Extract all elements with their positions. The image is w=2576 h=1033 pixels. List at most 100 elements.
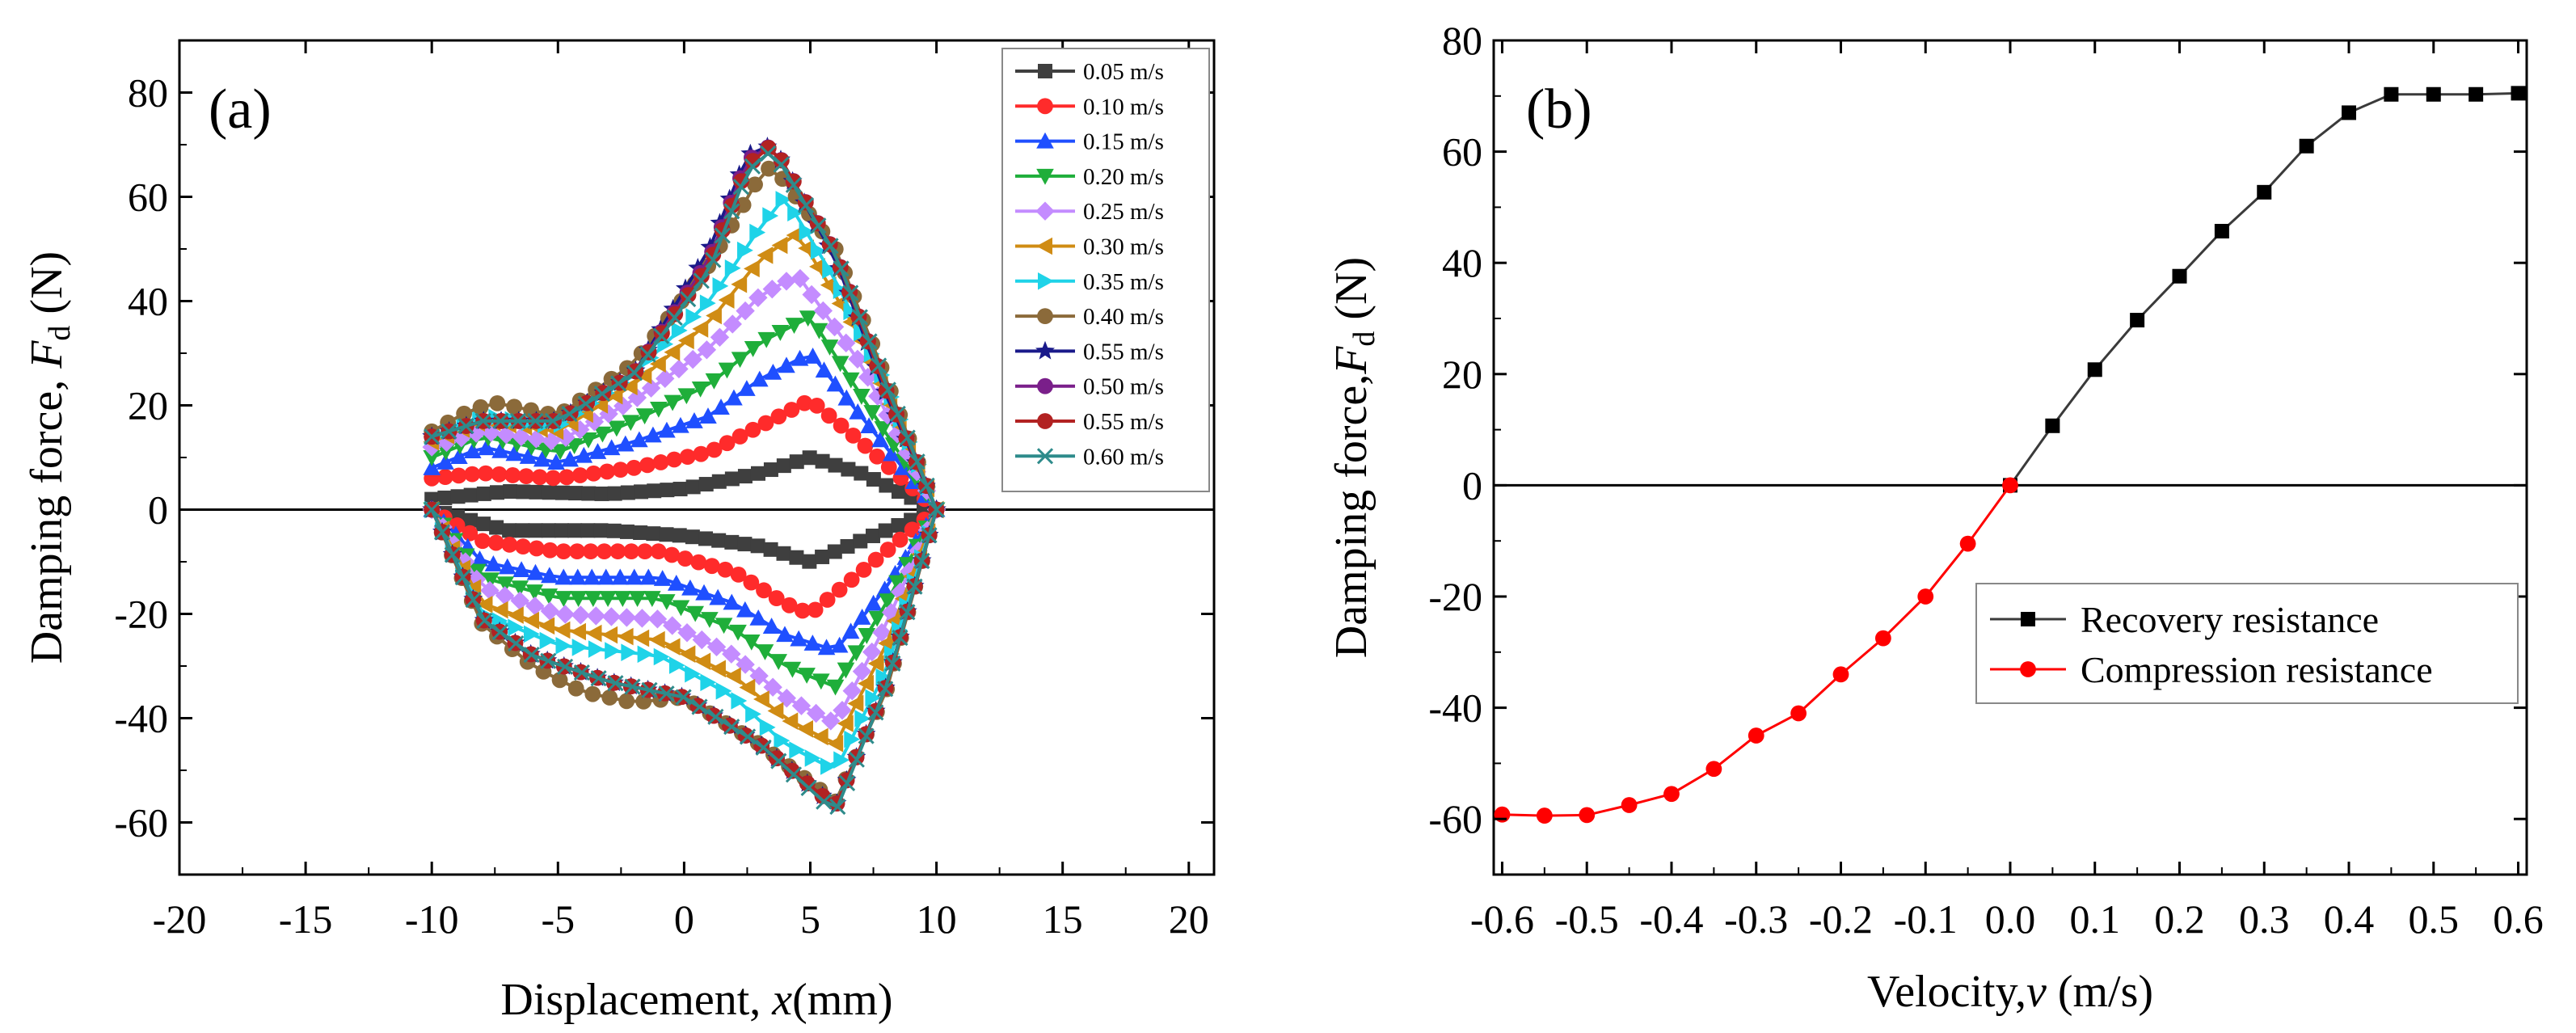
data-point bbox=[888, 575, 906, 592]
legend-marker bbox=[1037, 98, 1053, 115]
data-point bbox=[571, 467, 588, 483]
data-point bbox=[860, 417, 878, 434]
data-point bbox=[607, 675, 624, 692]
data-point bbox=[748, 288, 768, 307]
data-point bbox=[436, 469, 453, 485]
data-point bbox=[785, 318, 803, 334]
data-point bbox=[777, 272, 796, 291]
data-point bbox=[508, 606, 524, 624]
data-point bbox=[2426, 86, 2441, 102]
data-point bbox=[760, 140, 777, 156]
data-point bbox=[561, 450, 580, 467]
legend-marker bbox=[2021, 612, 2035, 626]
data-point bbox=[786, 226, 803, 244]
data-point bbox=[731, 275, 748, 293]
panel-label-a: (a) bbox=[209, 78, 272, 141]
data-point bbox=[796, 394, 813, 411]
data-point bbox=[724, 667, 741, 685]
damping-curves bbox=[1494, 86, 2526, 824]
data-point bbox=[808, 397, 825, 414]
data-point bbox=[2087, 362, 2102, 377]
x-tick-label: 0 bbox=[674, 896, 694, 942]
data-point bbox=[837, 389, 856, 406]
legend-box-b bbox=[1975, 583, 2519, 704]
data-point bbox=[1832, 666, 1849, 683]
data-point bbox=[871, 431, 889, 448]
y-tick-label: 80 bbox=[128, 70, 168, 116]
data-point bbox=[883, 445, 900, 462]
data-point bbox=[815, 361, 833, 378]
data-point bbox=[533, 450, 551, 467]
data-point bbox=[692, 320, 709, 338]
data-point bbox=[2002, 477, 2018, 494]
data-point bbox=[491, 623, 508, 641]
legend-entry: Compression resistance bbox=[2081, 649, 2433, 690]
data-point bbox=[757, 331, 776, 348]
data-point bbox=[641, 681, 658, 698]
data-point bbox=[606, 523, 622, 538]
data-point bbox=[679, 645, 696, 663]
data-point bbox=[769, 654, 787, 670]
data-point bbox=[771, 236, 788, 255]
y-tick-label: 0 bbox=[148, 487, 168, 533]
data-point bbox=[516, 484, 531, 500]
data-point bbox=[441, 423, 457, 440]
x-tick-label: 0.0 bbox=[1985, 896, 2036, 942]
data-point bbox=[2342, 105, 2357, 120]
legend-a: 0.05 m/s 0.10 m/s 0.15 m/s 0.20 m/s 0.25 m/s… bbox=[1001, 48, 1210, 492]
data-point bbox=[750, 538, 765, 554]
data-point bbox=[868, 610, 886, 627]
data-point bbox=[723, 314, 742, 334]
data-point bbox=[879, 382, 896, 398]
data-point bbox=[622, 415, 640, 432]
data-point bbox=[605, 642, 621, 660]
legend-entry: Recovery resistance bbox=[2081, 599, 2379, 640]
data-point bbox=[693, 445, 710, 462]
data-point bbox=[878, 635, 895, 652]
data-point bbox=[699, 407, 717, 424]
data-point bbox=[745, 705, 761, 723]
data-point bbox=[627, 388, 647, 407]
data-point bbox=[2214, 223, 2229, 238]
data-point bbox=[601, 626, 618, 644]
data-point bbox=[569, 591, 588, 607]
data-point bbox=[658, 421, 676, 438]
data-point bbox=[731, 692, 748, 710]
data-point bbox=[809, 258, 825, 276]
data-point bbox=[2468, 86, 2484, 102]
data-point bbox=[773, 156, 790, 173]
series-line-lower bbox=[430, 508, 938, 746]
data-point bbox=[2130, 313, 2145, 328]
data-point bbox=[463, 487, 479, 503]
data-point bbox=[833, 701, 852, 720]
y-tick-label: -40 bbox=[114, 696, 168, 741]
data-point bbox=[820, 339, 839, 356]
data-point bbox=[664, 394, 681, 411]
x-tick-label: -0.5 bbox=[1555, 896, 1619, 942]
data-point bbox=[1663, 786, 1680, 803]
data-point bbox=[701, 612, 719, 628]
data-point bbox=[590, 670, 607, 687]
series-line bbox=[2009, 91, 2519, 487]
data-point bbox=[1790, 705, 1807, 722]
data-point bbox=[554, 485, 570, 500]
data-point bbox=[709, 588, 727, 605]
data-point bbox=[492, 412, 509, 429]
data-point bbox=[506, 398, 523, 415]
data-point bbox=[568, 568, 587, 585]
data-point bbox=[652, 454, 669, 470]
data-point bbox=[527, 412, 544, 429]
plot-frame-b bbox=[1492, 39, 2528, 876]
data-point bbox=[755, 739, 772, 756]
data-point bbox=[621, 377, 638, 396]
data-point bbox=[763, 677, 782, 697]
data-point bbox=[736, 301, 755, 321]
data-point bbox=[449, 517, 466, 533]
data-point bbox=[753, 690, 769, 708]
data-point bbox=[737, 469, 753, 484]
data-point bbox=[744, 421, 761, 438]
data-point bbox=[559, 469, 575, 486]
data-point bbox=[653, 647, 670, 666]
data-point bbox=[692, 630, 711, 650]
data-point bbox=[672, 416, 689, 433]
